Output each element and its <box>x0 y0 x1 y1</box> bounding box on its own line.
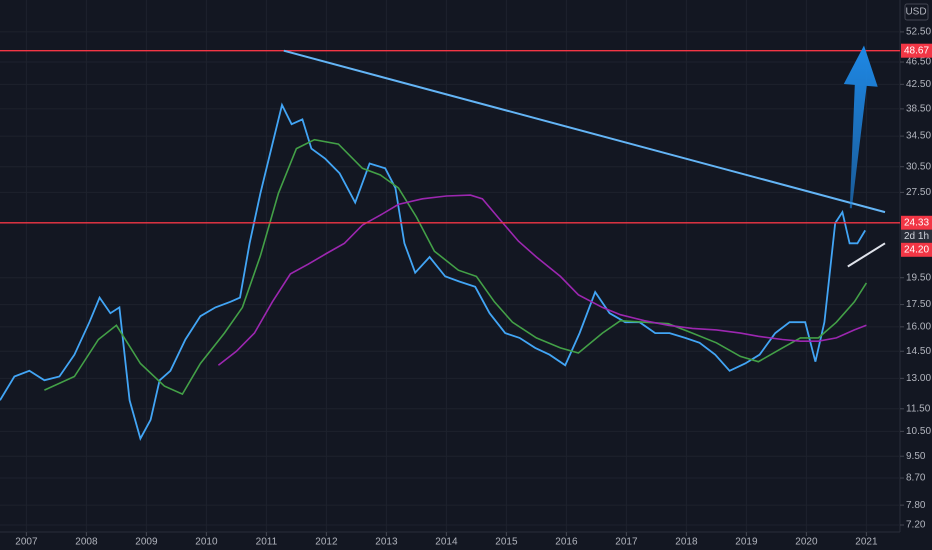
x-tick-label: 2010 <box>195 537 218 548</box>
x-tick-label: 2009 <box>135 537 158 548</box>
level-label-box <box>901 215 932 230</box>
y-tick-label: 10.50 <box>906 426 931 437</box>
series-line <box>0 102 866 441</box>
x-tick-label: 2016 <box>555 537 578 548</box>
y-tick-label: 27.50 <box>906 187 931 198</box>
y-tick-label: 13.00 <box>906 373 931 384</box>
y-tick-label: 30.50 <box>906 161 931 172</box>
y-tick-label: 14.50 <box>906 346 931 357</box>
arrow <box>843 45 878 209</box>
y-tick-label: 11.50 <box>906 403 931 414</box>
y-tick-label: 34.50 <box>906 131 931 142</box>
x-tick-label: 2017 <box>615 537 638 548</box>
currency: USD <box>905 7 926 18</box>
last-price: 24.20 <box>904 244 929 255</box>
y-tick-label: 17.50 <box>906 299 931 310</box>
x-tick-label: 2008 <box>75 537 98 548</box>
y-tick-label: 7.80 <box>906 500 926 511</box>
y-tick-label: 46.50 <box>906 57 931 68</box>
countdown-box <box>901 229 932 243</box>
trend-line <box>283 49 886 214</box>
y-tick-label: 7.20 <box>906 520 926 531</box>
currency-box <box>904 3 929 21</box>
series-line <box>217 194 867 366</box>
level-label: 48.67 <box>904 45 929 56</box>
series-line <box>44 138 868 396</box>
x-tick-label: 2018 <box>675 537 698 548</box>
x-tick-label: 2011 <box>256 537 278 548</box>
x-tick-label: 2015 <box>495 537 518 548</box>
y-tick-label: 42.50 <box>906 79 931 90</box>
last-price-box <box>901 242 932 257</box>
x-tick-label: 2012 <box>315 537 338 548</box>
x-tick-label: 2021 <box>855 537 878 548</box>
y-tick-label: 9.50 <box>906 451 926 462</box>
trend-line <box>847 242 886 268</box>
countdown: 2d 1h <box>904 231 929 242</box>
y-tick-label: 8.70 <box>906 473 926 484</box>
x-tick-label: 2020 <box>795 537 818 548</box>
y-tick-label: 16.00 <box>906 321 931 332</box>
level-label-box <box>901 43 932 58</box>
x-tick-label: 2014 <box>435 537 458 548</box>
level-label: 24.33 <box>904 217 929 228</box>
x-tick-label: 2007 <box>15 537 38 548</box>
y-tick-label: 19.50 <box>906 272 931 283</box>
x-tick-label: 2013 <box>375 537 398 548</box>
x-tick-label: 2019 <box>735 537 758 548</box>
y-tick-label: 38.50 <box>906 104 931 115</box>
y-tick-label: 52.50 <box>906 27 931 38</box>
